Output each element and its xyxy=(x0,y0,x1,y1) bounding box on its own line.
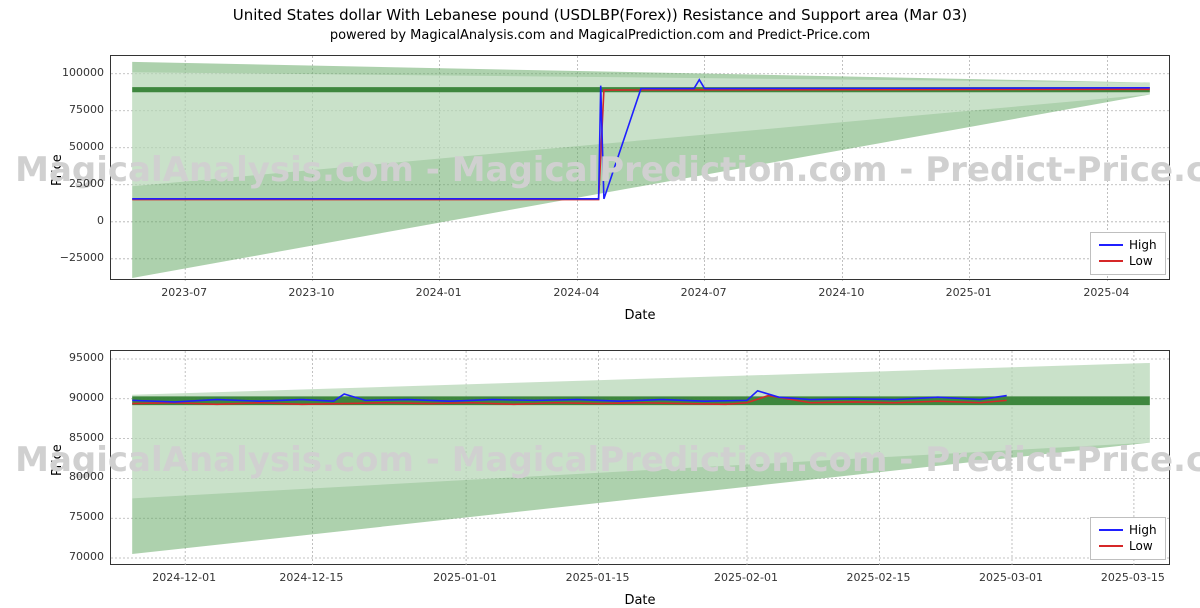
y-tick-label: 90000 xyxy=(52,391,104,404)
legend-item-high: High xyxy=(1099,237,1157,253)
y-tick-label: 50000 xyxy=(52,140,104,153)
y-tick-label: 85000 xyxy=(52,431,104,444)
legend-item-low: Low xyxy=(1099,253,1157,269)
legend-label-low: Low xyxy=(1129,539,1153,553)
x-tick-label: 2025-04 xyxy=(1083,286,1129,299)
x-tick-label: 2025-02-01 xyxy=(714,571,778,584)
legend-label-high: High xyxy=(1129,238,1157,252)
x-tick-label: 2025-01-15 xyxy=(566,571,630,584)
y-tick-label: 25000 xyxy=(52,177,104,190)
x-tick-label: 2024-04 xyxy=(553,286,599,299)
x-tick-label: 2023-10 xyxy=(288,286,334,299)
y-tick-label: −25000 xyxy=(52,251,104,264)
chart-subtitle: powered by MagicalAnalysis.com and Magic… xyxy=(0,28,1200,43)
y-tick-label: 75000 xyxy=(52,510,104,523)
legend-label-high: High xyxy=(1129,523,1157,537)
legend-box: High Low xyxy=(1090,232,1166,275)
x-tick-label: 2023-07 xyxy=(161,286,207,299)
legend-item-low: Low xyxy=(1099,538,1157,554)
x-tick-label: 2025-03-01 xyxy=(979,571,1043,584)
chart-svg xyxy=(111,351,1171,566)
x-tick-label: 2024-10 xyxy=(818,286,864,299)
y-tick-label: 80000 xyxy=(52,470,104,483)
figure: United States dollar With Lebanese pound… xyxy=(0,0,1200,600)
bottom-chart-panel xyxy=(110,350,1170,565)
x-tick-label: 2025-01-01 xyxy=(433,571,497,584)
y-tick-label: 100000 xyxy=(52,66,104,79)
y-tick-label: 70000 xyxy=(52,550,104,563)
x-tick-label: 2024-12-01 xyxy=(152,571,216,584)
x-tick-label: 2025-01 xyxy=(946,286,992,299)
y-tick-label: 95000 xyxy=(52,351,104,364)
x-tick-label: 2024-07 xyxy=(681,286,727,299)
chart-svg xyxy=(111,56,1171,281)
legend-label-low: Low xyxy=(1129,254,1153,268)
x-tick-label: 2025-03-15 xyxy=(1101,571,1165,584)
y-tick-label: 75000 xyxy=(52,103,104,116)
legend-swatch-low xyxy=(1099,545,1123,547)
legend-item-high: High xyxy=(1099,522,1157,538)
legend-swatch-high xyxy=(1099,244,1123,246)
top-chart-panel xyxy=(110,55,1170,280)
x-axis-label: Date xyxy=(110,308,1170,323)
legend-swatch-high xyxy=(1099,529,1123,531)
y-tick-label: 0 xyxy=(52,214,104,227)
x-axis-label: Date xyxy=(110,593,1170,608)
legend-box: High Low xyxy=(1090,517,1166,560)
x-tick-label: 2024-12-15 xyxy=(279,571,343,584)
legend-swatch-low xyxy=(1099,260,1123,262)
x-tick-label: 2024-01 xyxy=(416,286,462,299)
x-tick-label: 2025-02-15 xyxy=(847,571,911,584)
chart-title: United States dollar With Lebanese pound… xyxy=(0,6,1200,24)
